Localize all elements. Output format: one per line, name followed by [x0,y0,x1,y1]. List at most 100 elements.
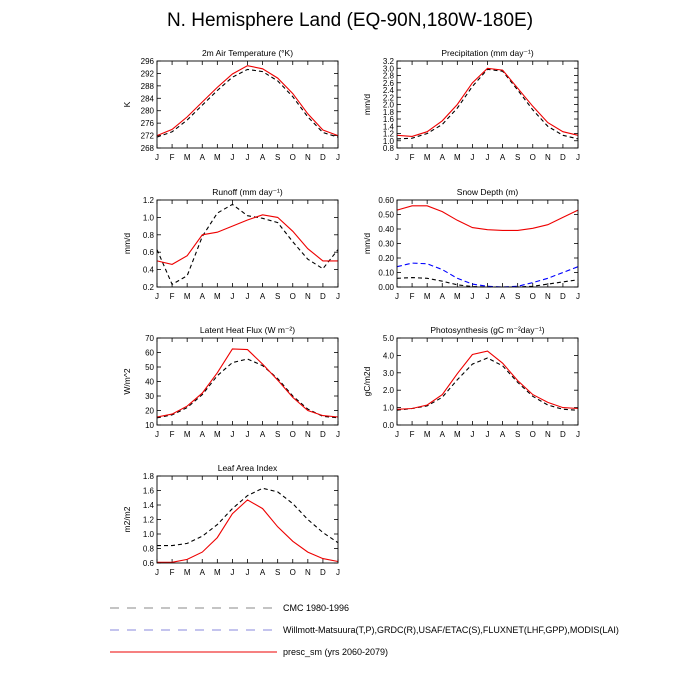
plot-frame [156,475,339,564]
x-tick-label: D [560,153,566,162]
y-tick-label: 3.2 [383,57,395,66]
x-tick-label: J [576,153,580,162]
x-tick-label: D [560,430,566,439]
panel-title: Leaf Area Index [218,463,278,473]
y-tick-label: 272 [141,132,155,141]
y-tick-label: 10 [145,421,154,430]
y-tick-label: 0.8 [383,144,395,153]
y-tick-label: 1.0 [383,404,395,413]
x-tick-label: N [305,430,311,439]
panel-title: Photosynthesis (gC m⁻²day⁻¹) [430,325,544,335]
x-tick-label: O [290,430,296,439]
y-tick-label: 1.0 [383,137,395,146]
panel-3: Runoff (mm day⁻¹) mm/d 0.2 0.4 0.6 0.8 1.0 1.2 J… [122,187,340,301]
panel-title: Runoff (mm day⁻¹) [212,187,283,197]
x-tick-label: D [320,568,326,577]
y-tick-label: 276 [141,119,155,128]
x-tick-label: J [155,292,159,301]
x-tick-label: A [500,430,506,439]
x-tick-label: D [560,292,566,301]
x-tick-label: O [290,292,296,301]
x-tick-label: F [170,568,175,577]
plot-frame [156,337,339,426]
x-tick-label: A [200,153,206,162]
x-tick-label: A [260,568,266,577]
y-tick-label: 1.6 [143,487,155,496]
y-tick-label: 268 [141,144,155,153]
x-tick-label: A [200,430,206,439]
x-tick-label: S [515,430,520,439]
y-axis-label: mm/d [362,94,372,116]
x-tick-label: J [336,568,340,577]
x-tick-label: J [230,568,234,577]
x-tick-label: M [454,430,461,439]
x-tick-label: A [200,568,206,577]
series-line-model [157,499,339,563]
plot-frame [396,199,579,288]
y-axis-label: K [122,101,132,107]
series-line-model [156,214,338,265]
y-tick-label: 1.2 [143,196,155,205]
series-line-obs1 [156,358,339,419]
y-tick-label: 0.4 [143,266,155,275]
x-tick-label: M [184,292,191,301]
series-line-model [396,67,579,137]
x-tick-label: J [246,430,250,439]
y-tick-label: 2.4 [383,86,395,95]
panel-5: Latent Heat Flux (W m⁻²) W/m^2 10 20 30 40 50 6… [122,325,340,439]
y-tick-label: 0.30 [378,240,394,249]
x-tick-label: M [214,153,221,162]
y-tick-label: 292 [141,69,155,78]
x-tick-label: J [336,430,340,439]
x-tick-label: M [184,153,191,162]
x-tick-label: M [184,568,191,577]
x-tick-label: J [576,292,580,301]
panel-2: Precipitation (mm day⁻¹) mm/d 0.81.01.21.4… [362,48,580,162]
y-tick-label: 1.8 [383,108,395,117]
x-tick-label: N [305,153,311,162]
x-tick-label: A [500,153,506,162]
y-tick-label: 0.50 [378,211,394,220]
panel-7: Leaf Area Index m2/m2 0.6 0.8 1.0 1.2 1.4 1.6 1.… [122,463,340,577]
plot-frame [156,60,339,149]
y-tick-label: 20 [145,407,154,416]
y-tick-label: 0.20 [378,254,394,263]
x-tick-label: J [470,430,474,439]
y-tick-label: 0.40 [378,225,394,234]
series-line-obs1 [156,203,339,286]
x-tick-label: F [410,430,415,439]
x-tick-label: J [155,430,159,439]
x-tick-label: F [170,430,175,439]
panel-4: Snow Depth (m) mm/d 0.00 0.10 0.20 0.30 0.40 0.… [362,187,580,301]
y-tick-label: 1.6 [383,115,395,124]
x-tick-label: J [395,292,399,301]
y-tick-label: 1.0 [143,213,155,222]
y-tick-label: 0.8 [143,231,155,240]
series-line-model [156,348,339,418]
y-tick-label: 1.0 [143,530,155,539]
y-tick-label: 1.8 [143,472,155,481]
series-line-obs1 [156,68,339,138]
x-tick-label: J [336,153,340,162]
y-tick-label: 1.4 [383,122,395,131]
x-tick-label: F [170,292,175,301]
y-tick-label: 0.60 [378,196,394,205]
x-tick-label: O [290,153,296,162]
x-tick-label: O [290,568,296,577]
plot-frame [396,337,579,426]
x-tick-label: O [530,153,536,162]
y-tick-label: 5.0 [383,334,395,343]
x-tick-label: M [184,430,191,439]
x-tick-label: J [155,568,159,577]
y-tick-label: 280 [141,107,155,116]
x-tick-label: M [424,430,431,439]
x-tick-label: J [246,568,250,577]
x-tick-label: D [320,292,326,301]
y-tick-label: 288 [141,82,155,91]
y-axis-label: m2/m2 [122,506,132,532]
x-tick-label: J [486,292,490,301]
x-tick-label: A [200,292,206,301]
series-line-obs1 [157,487,339,547]
y-tick-label: 1.4 [143,501,155,510]
